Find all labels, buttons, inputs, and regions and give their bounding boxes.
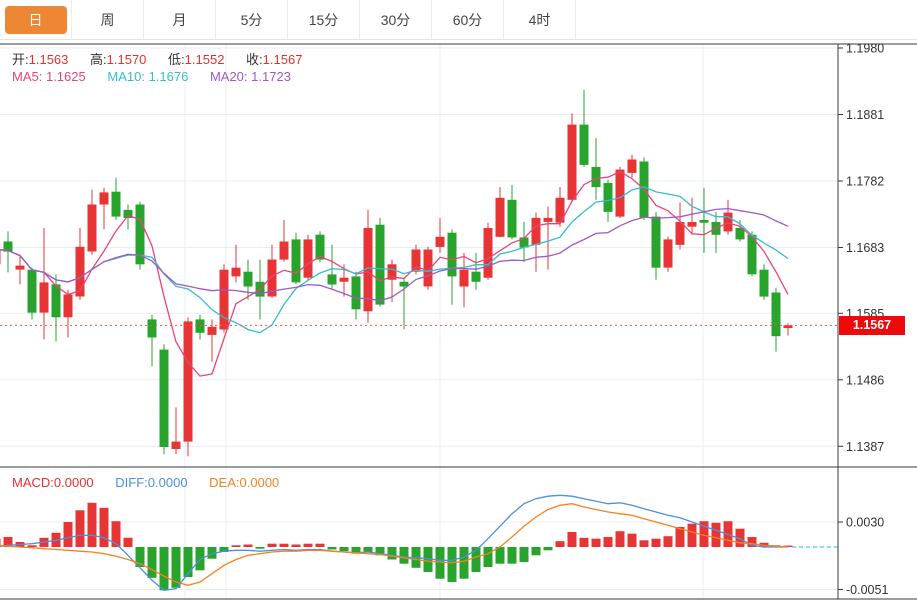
tab-5min-label: 5分 [240, 12, 263, 28]
macd-value: 0.0000 [53, 475, 94, 490]
tab-15min[interactable]: 15分 [288, 0, 360, 39]
open-label: 开: [12, 52, 29, 67]
price-tick-label: 1.1387 [846, 440, 884, 454]
macd-tick-label: -0.0051 [846, 583, 888, 597]
tab-month-label: 月 [172, 12, 187, 28]
ma20-line [0, 207, 789, 302]
price-tick-label: 1.1782 [846, 175, 884, 189]
tab-week-label: 周 [100, 12, 115, 28]
price-tick-label: 1.1980 [846, 42, 884, 56]
high-value: 1.1570 [106, 52, 147, 67]
ma10-label: MA10: [107, 69, 145, 84]
macd-histogram [0, 502, 793, 591]
tab-5min[interactable]: 5分 [216, 0, 288, 39]
period-tab-bar: 日 周 月 5分 15分 30分 60分 4时 [0, 0, 917, 40]
dea-value: 0.0000 [239, 475, 280, 490]
dea-line [0, 503, 789, 586]
price-tick-label: 1.1486 [846, 373, 884, 387]
tab-15min-label: 15分 [308, 12, 339, 28]
diff-value: 0.0000 [147, 475, 188, 490]
tab-day-label: 日 [4, 6, 67, 34]
macd-label: MACD: [12, 475, 54, 490]
tab-30min[interactable]: 30分 [360, 0, 432, 39]
tab-4hour-label: 4时 [528, 12, 551, 28]
ma5-label: MA5: [12, 69, 43, 84]
tab-month[interactable]: 月 [144, 0, 216, 39]
ma5-value: 1.1625 [45, 69, 86, 84]
close-label: 收: [246, 52, 263, 67]
tab-30min-label: 30分 [380, 12, 411, 28]
macd-readout: MACD:0.0000 DIFF:0.0000 DEA:0.0000 [12, 475, 297, 490]
ma5-line [0, 170, 789, 377]
main-price-panel[interactable] [0, 44, 838, 467]
ma10-value: 1.1676 [148, 69, 189, 84]
tab-bar-filler [576, 0, 917, 39]
high-label: 高: [90, 52, 107, 67]
close-value: 1.1567 [262, 52, 303, 67]
candles [0, 89, 793, 457]
tab-60min-label: 60分 [452, 12, 483, 28]
ma-readout: MA5: 1.1625 MA10: 1.1676 MA20: 1.1723 [12, 69, 309, 84]
tab-day[interactable]: 日 [0, 0, 72, 39]
low-value: 1.1552 [184, 52, 225, 67]
price-tick-label: 1.1881 [846, 108, 884, 122]
ma20-value: 1.1723 [251, 69, 291, 84]
price-tick-label: 1.1683 [846, 241, 884, 255]
low-label: 低: [168, 52, 185, 67]
tab-week[interactable]: 周 [72, 0, 144, 39]
macd-tick-label: 0.0030 [846, 516, 884, 530]
ohlc-readout: 开:1.1563 高:1.1570 低:1.1552 收:1.1567 [12, 49, 320, 68]
open-value: 1.1563 [28, 52, 69, 67]
ma10-line [0, 186, 789, 334]
dea-label: DEA: [209, 475, 240, 490]
macd-panel[interactable] [0, 467, 838, 599]
diff-label: DIFF: [115, 475, 148, 490]
ma20-label: MA20: [209, 69, 248, 84]
last-price-badge: 1.1567 [839, 316, 905, 335]
tab-60min[interactable]: 60分 [432, 0, 504, 39]
tab-4hour[interactable]: 4时 [504, 0, 576, 39]
diff-line [0, 494, 788, 591]
price-axis: 1.19801.18811.17821.16831.15851.14861.13… [838, 42, 888, 597]
